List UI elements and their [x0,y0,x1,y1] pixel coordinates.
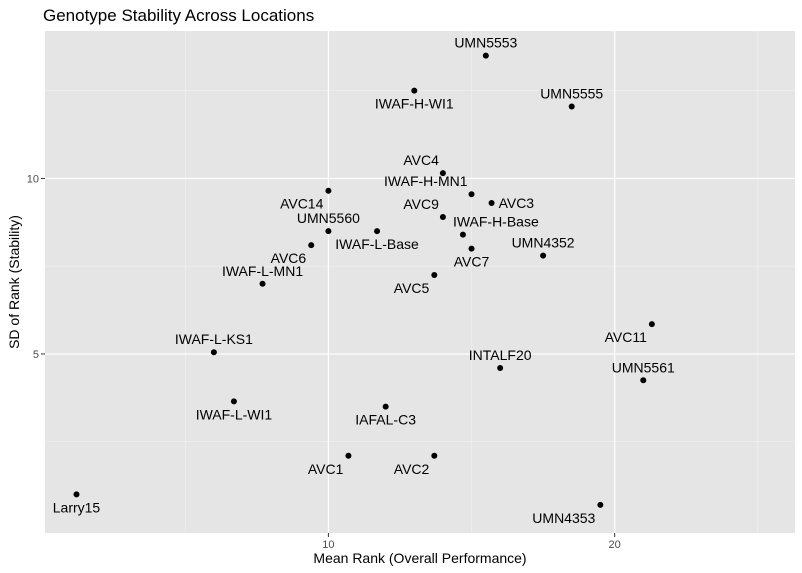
data-point [411,87,418,94]
point-label: AVC5 [394,280,430,296]
data-point [540,252,547,259]
data-point [568,103,575,110]
y-axis-label: SD of Rank (Stability) [6,215,22,349]
point-label: IWAF-H-MN1 [384,173,468,189]
point-label: UMN5560 [297,210,360,226]
point-label: IWAF-L-KS1 [175,331,253,347]
point-label: IWAF-H-Base [453,214,539,230]
chart-title: Genotype Stability Across Locations [43,6,314,25]
point-label: UMN5555 [540,85,603,101]
point-label: IWAF-L-MN1 [222,263,303,279]
data-point [431,271,438,278]
point-label: UMN5561 [612,359,675,375]
data-point [374,228,381,235]
data-point [597,501,604,508]
major-grid [45,31,795,533]
data-point [73,491,80,498]
point-labels: UMN5553 IWAF-H-WI1 UMN5555 AVC4 AVC14 IWAF-H-… [53,35,675,526]
data-point [345,452,352,459]
point-label: IAFAL-C3 [355,412,416,428]
plot-panel [45,31,795,533]
point-label: IWAF-L-WI1 [196,406,273,422]
x-tick-label: 10 [322,539,334,551]
data-point [459,231,466,238]
data-point [648,321,655,328]
data-points [73,52,655,508]
point-label: AVC2 [394,461,430,477]
minor-grid [45,31,795,533]
x-axis-label: Mean Rank (Overall Performance) [313,550,526,566]
point-label: AVC3 [499,195,535,211]
point-label: AVC14 [280,196,324,212]
data-point [488,200,495,207]
point-label: AVC1 [308,461,344,477]
data-point [308,242,315,249]
point-label: Larry15 [53,499,101,515]
data-point [482,52,489,59]
data-point [439,170,446,177]
point-label: IWAF-H-WI1 [375,96,454,112]
point-label: AVC7 [454,254,490,270]
data-point [468,245,475,252]
data-point [497,365,504,372]
axis-ticks: 10 20 5 10 [27,173,621,551]
data-point [325,187,332,194]
point-label: AVC4 [403,152,439,168]
data-point [382,403,389,410]
data-point [431,452,438,459]
data-point [468,191,475,198]
point-label: INTALF20 [469,347,532,363]
point-label: AVC9 [403,196,439,212]
data-point [640,377,647,384]
data-point [230,398,237,405]
data-point [259,280,266,287]
point-label: AVC11 [605,329,647,345]
point-label: UMN4353 [532,510,595,526]
data-point [325,228,332,235]
point-label: AVC6 [271,250,307,266]
point-label: UMN4352 [512,235,575,251]
data-point [439,214,446,221]
data-point [210,349,217,356]
x-tick-label: 20 [609,539,621,551]
point-label: IWAF-L-Base [335,236,419,252]
y-tick-label: 5 [33,349,39,361]
y-tick-label: 10 [27,173,39,185]
point-label: UMN5553 [454,35,517,51]
